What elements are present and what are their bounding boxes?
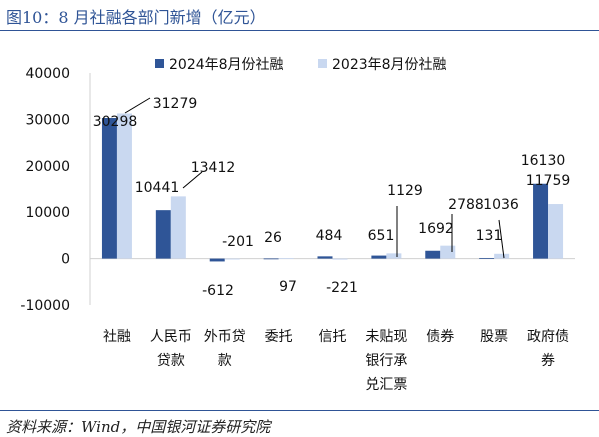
category-label-5: 未贴现 [365, 329, 407, 345]
category-label-2: 外币贷 [204, 329, 246, 345]
data-label-2024-4: 484 [316, 228, 343, 244]
bar-chart: 40000 30000 20000 10000 0 -10000 30298 10441 -6… [20, 57, 575, 393]
leader-line-0 [124, 97, 151, 114]
bar-2023-0 [116, 113, 132, 259]
bar-2023-7 [494, 253, 510, 259]
data-label-2024-1: 10441 [135, 180, 180, 196]
y-tick-label: -10000 [20, 298, 70, 314]
bar-2024-8 [533, 183, 549, 259]
bar-2023-6 [440, 245, 456, 259]
data-label-2023-2: -201 [222, 234, 254, 250]
category-label-8: 政府债 [527, 329, 569, 345]
data-label-2024-2: -612 [202, 283, 234, 299]
legend-swatch-2023 [318, 59, 327, 68]
title-rule [0, 30, 599, 31]
y-tick-label: 30000 [25, 112, 70, 128]
data-label-2024-3: 26 [264, 230, 282, 246]
bar-2023-8 [548, 204, 564, 259]
leader-line-4 [498, 219, 505, 259]
category-label-8: 券 [541, 353, 555, 369]
category-label-2: 款 [218, 353, 232, 369]
bar-2024-4 [317, 256, 333, 259]
data-label-2023-0: 31279 [153, 96, 198, 112]
category-label-5: 银行承 [365, 353, 407, 369]
leader-line-1 [182, 171, 203, 189]
data-label-2023-6: 2788 [448, 197, 484, 213]
data-label-2023-8: 11759 [526, 173, 571, 189]
chart-title: 图10：8 月社融各部门新增（亿元） [6, 8, 266, 27]
category-label-0: 社融 [103, 329, 131, 345]
bar-2024-7 [479, 257, 495, 259]
data-label-2024-0: 30298 [93, 114, 138, 130]
data-label-2023-4: -221 [326, 280, 358, 296]
data-label-2023-7: 1036 [483, 197, 519, 213]
y-tick-label: 10000 [25, 205, 70, 221]
category-label-1: 人民币 [150, 329, 192, 345]
y-tick-label: 0 [61, 252, 70, 268]
data-label-2023-3: 97 [279, 279, 297, 295]
bar-2024-6 [425, 250, 441, 259]
category-label-3: 委托 [265, 329, 293, 345]
category-label-4: 信托 [319, 329, 347, 345]
category-label-7: 股票 [480, 329, 508, 345]
y-tick-label: 40000 [25, 66, 70, 82]
bar-2023-2 [224, 258, 240, 260]
data-label-2023-5: 1129 [387, 183, 423, 199]
bar-2024-0 [101, 118, 117, 259]
data-label-2024-7: 131 [476, 228, 503, 244]
legend-swatch-2024 [155, 59, 164, 68]
bar-2024-5 [371, 255, 387, 259]
bar-2023-4 [332, 258, 348, 260]
data-label-2023-1: 13412 [191, 160, 236, 176]
source-rule [0, 410, 599, 411]
legend-label-2024: 2024年8月份社融 [169, 57, 284, 73]
bar-2023-3 [278, 258, 294, 259]
data-label-2024-5: 651 [368, 228, 395, 244]
y-tick-label: 20000 [25, 159, 70, 175]
data-label-2024-6: 1692 [418, 221, 454, 237]
category-label-1: 贷款 [157, 353, 185, 369]
category-label-6: 债券 [426, 329, 454, 345]
bar-2023-1 [170, 196, 186, 259]
source-note: 资料来源：Wind，中国银河证券研究院 [6, 418, 271, 436]
category-label-5: 兑汇票 [365, 377, 407, 393]
bar-2024-1 [155, 210, 171, 259]
bar-2023-5 [386, 253, 402, 259]
legend-label-2023: 2023年8月份社融 [332, 57, 447, 73]
bar-2024-3 [263, 258, 279, 260]
data-label-2024-8: 16130 [521, 153, 566, 169]
bar-2024-2 [209, 258, 225, 262]
